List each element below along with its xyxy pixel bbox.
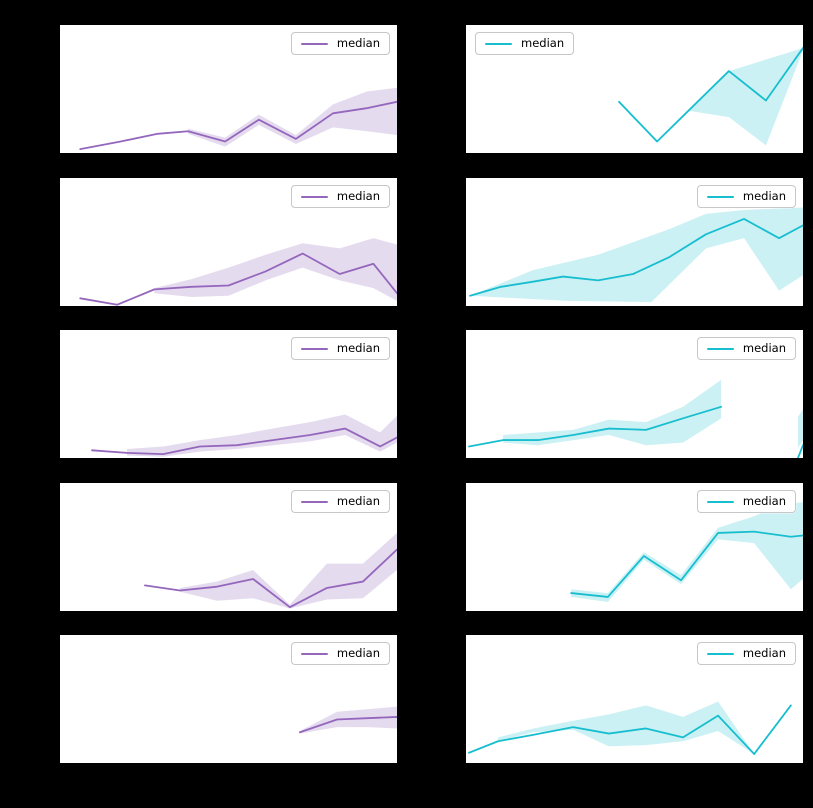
confidence-band xyxy=(498,701,755,755)
legend-label: median xyxy=(336,646,380,660)
confidence-band xyxy=(688,48,803,146)
confidence-band xyxy=(179,532,397,609)
legend-label: median xyxy=(336,341,380,355)
chart-r2-right xyxy=(466,207,803,303)
confidence-band xyxy=(127,414,397,457)
median-line xyxy=(619,48,803,141)
subplot-r3-left: median xyxy=(60,330,397,458)
legend-line-swatch-icon xyxy=(485,42,512,45)
legend: median xyxy=(290,642,390,665)
subplot-r2-left: median xyxy=(60,178,397,306)
median-line xyxy=(300,717,397,732)
legend-line-swatch-icon xyxy=(706,500,734,503)
subplot-r4-right: median xyxy=(466,483,803,611)
legend-label: median xyxy=(742,494,786,508)
legend: median xyxy=(290,185,390,208)
legend-label: median xyxy=(521,36,565,50)
legend: median xyxy=(290,490,390,513)
confidence-band xyxy=(154,238,397,301)
chart-r3-right xyxy=(466,379,803,458)
confidence-band xyxy=(470,207,803,303)
subplot-r4-left: median xyxy=(60,483,397,611)
median-line xyxy=(80,102,397,149)
chart-r3-left xyxy=(60,414,397,457)
legend-line-swatch-icon xyxy=(300,652,328,655)
chart-r5-left xyxy=(60,706,397,734)
legend-line-swatch-icon xyxy=(300,195,328,198)
chart-r1-left xyxy=(60,87,397,153)
chart-r1-right xyxy=(466,25,803,146)
legend-line-swatch-icon xyxy=(706,195,734,198)
median-line xyxy=(470,219,803,296)
legend-label: median xyxy=(336,189,380,203)
legend: median xyxy=(696,642,796,665)
confidence-band xyxy=(503,379,722,446)
chart-r2-left xyxy=(60,238,397,306)
chart-r5-right xyxy=(466,701,803,763)
median-line xyxy=(145,550,397,608)
legend-label: median xyxy=(336,494,380,508)
subplot-r2-right: median xyxy=(466,178,803,306)
legend: median xyxy=(290,32,390,55)
legend: median xyxy=(696,490,796,513)
legend-line-swatch-icon xyxy=(300,347,328,350)
median-line xyxy=(469,705,791,754)
median-line xyxy=(80,254,397,305)
legend: median xyxy=(290,337,390,360)
median-line xyxy=(92,429,397,455)
legend: median xyxy=(696,337,796,360)
subplot-r5-right: median xyxy=(466,635,803,763)
chart-r4-right xyxy=(466,502,803,603)
legend-line-swatch-icon xyxy=(706,347,734,350)
legend: median xyxy=(696,185,796,208)
confidence-band xyxy=(299,706,397,734)
confidence-band xyxy=(797,409,803,448)
median-line xyxy=(571,532,803,597)
legend-line-swatch-icon xyxy=(300,500,328,503)
legend: median xyxy=(475,32,575,55)
subplot-r5-left: median xyxy=(60,635,397,763)
legend-label: median xyxy=(336,36,380,50)
legend-label: median xyxy=(742,189,786,203)
subplot-r1-left: median xyxy=(60,25,397,153)
median-line xyxy=(469,407,721,447)
legend-label: median xyxy=(742,341,786,355)
subplot-r3-right: median xyxy=(466,330,803,458)
legend-line-swatch-icon xyxy=(706,652,734,655)
legend-line-swatch-icon xyxy=(300,42,328,45)
chart-r4-left xyxy=(60,532,397,609)
median-line xyxy=(798,445,803,458)
subplot-r1-right: median xyxy=(466,25,803,153)
legend-label: median xyxy=(742,646,786,660)
confidence-band xyxy=(571,502,803,603)
